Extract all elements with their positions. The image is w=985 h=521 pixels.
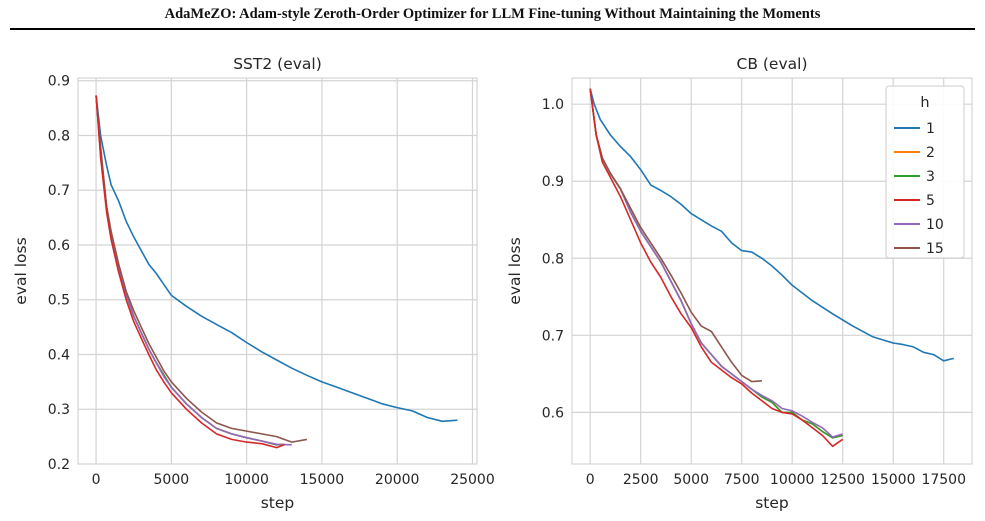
legend-label-h1: 1	[926, 121, 935, 137]
series-line-h15	[95, 95, 308, 443]
y-tick-label: 0.7	[48, 183, 70, 199]
legend-label-h3: 3	[926, 169, 935, 185]
y-tick-label: 0.8	[48, 128, 70, 144]
paper-title: AdaMeZO: Adam-style Zeroth-Order Optimiz…	[164, 6, 821, 22]
y-tick-label: 0.5	[48, 293, 70, 309]
legend-label-h10: 10	[926, 217, 944, 233]
series-line-h1	[589, 88, 954, 362]
x-tick-label: 7500	[724, 472, 760, 488]
legend-label-h5: 5	[926, 193, 935, 209]
y-axis-label: eval loss	[12, 237, 30, 304]
legend: h 1 2 3 5 10 15	[885, 85, 965, 259]
plot-area	[77, 77, 478, 465]
y-tick-label: 0.6	[48, 238, 70, 254]
x-tick-label: 15000	[871, 472, 916, 488]
y-tick-label: 0.2	[48, 457, 70, 473]
legend-title: h	[920, 95, 929, 111]
x-tick-label: 12500	[820, 472, 865, 488]
x-tick-label: 2500	[623, 472, 659, 488]
paper-header: AdaMeZO: Adam-style Zeroth-Order Optimiz…	[0, 0, 985, 30]
y-tick-label: 0.9	[542, 174, 564, 190]
x-tick-label: 5000	[673, 472, 709, 488]
x-tick-label: 10000	[770, 472, 815, 488]
y-tick-label: 0.4	[48, 347, 70, 363]
legend-frame	[885, 85, 965, 259]
chart-panel-1: 0 5000 10000 15000 20000 25000 0.2 0.3 0.4 0.5 0.6…	[12, 55, 495, 512]
x-axis-label: step	[755, 494, 789, 512]
x-tick-label: 25000	[450, 472, 495, 488]
x-tick-label: 10000	[224, 472, 269, 488]
y-tick-label: 0.7	[542, 328, 564, 344]
header-rule	[10, 28, 975, 30]
y-axis-label: eval loss	[506, 237, 524, 304]
series-line-h5	[95, 95, 285, 449]
y-tick-label: 0.8	[542, 251, 564, 267]
x-tick-label: 5000	[154, 472, 190, 488]
x-tick-label: 17500	[921, 472, 966, 488]
series-line-h15	[589, 88, 762, 383]
chart-panel-2: 0 2500 5000 7500 10000 12500 15000 17500 0.6 0.7 0…	[506, 55, 973, 512]
x-tick-label: 0	[92, 472, 101, 488]
y-tick-label: 1.0	[542, 97, 564, 113]
chart-title: CB (eval)	[737, 55, 808, 73]
x-tick-label: 15000	[300, 472, 345, 488]
legend-label-h15: 15	[926, 241, 944, 257]
series-line-h1	[95, 95, 458, 423]
legend-label-h2: 2	[926, 145, 935, 161]
x-tick-label: 0	[586, 472, 595, 488]
x-axis-label: step	[261, 494, 295, 512]
x-tick-label: 20000	[375, 472, 420, 488]
y-tick-label: 0.6	[542, 405, 564, 421]
y-tick-label: 0.9	[48, 74, 70, 90]
y-tick-label: 0.3	[48, 402, 70, 418]
series-line-h5	[589, 88, 844, 448]
chart-title: SST2 (eval)	[233, 55, 322, 73]
